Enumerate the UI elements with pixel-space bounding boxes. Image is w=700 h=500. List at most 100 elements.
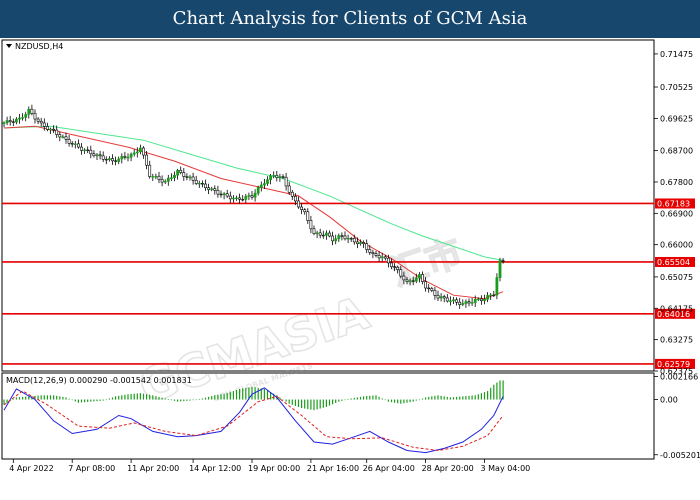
macd-hist-bar: [369, 395, 371, 400]
macd-hist-bar: [161, 397, 163, 400]
macd-hist-bar: [294, 399, 296, 406]
candle: [461, 299, 465, 307]
macd-tick-label: 0.002166: [660, 373, 698, 382]
candle: [80, 143, 83, 155]
macd-hist-bar: [282, 399, 284, 401]
macd-hist-bar: [384, 399, 386, 401]
macd-hist-bar: [490, 387, 492, 400]
macd-hist-bar: [59, 396, 61, 400]
candle: [359, 239, 362, 246]
price-tick-label: 0.69625: [660, 114, 693, 123]
candle: [36, 117, 40, 125]
candle: [278, 173, 282, 182]
candle: [2, 121, 6, 128]
macd-hist-bar: [254, 387, 256, 400]
candle: [15, 117, 18, 125]
macd-hist-bar: [263, 388, 265, 400]
macd-hist-bar: [415, 399, 417, 401]
macd-hist-bar: [18, 397, 21, 400]
macd-hist-bar: [431, 396, 433, 400]
macd-hist-bar: [239, 388, 241, 400]
macd-hist-bar: [459, 396, 461, 400]
candle: [135, 147, 139, 158]
macd-hist-bar: [28, 396, 30, 400]
time-tick-label: 11 Apr 20:00: [127, 464, 179, 473]
time-tick-label: 28 Apr 20:00: [422, 464, 474, 473]
candle: [42, 118, 46, 131]
macd-hist-bar: [313, 399, 315, 411]
candle: [458, 297, 462, 309]
candle: [470, 298, 474, 307]
macd-hist-bar: [322, 399, 324, 408]
candle: [213, 185, 217, 195]
macd-hist-bar: [43, 395, 45, 400]
candle: [11, 118, 15, 127]
macd-hist-bar: [214, 395, 216, 400]
macd-hist-bar: [12, 399, 14, 400]
macd-hist-bar: [90, 399, 92, 402]
candle: [129, 152, 133, 162]
macd-hist-bar: [483, 392, 486, 400]
candle: [495, 273, 499, 300]
candle: [219, 190, 223, 198]
candle: [433, 286, 437, 300]
macd-hist-bar: [375, 395, 377, 400]
candle: [405, 276, 409, 285]
macd-hist-bar: [118, 395, 120, 400]
candle: [402, 271, 406, 285]
candle: [479, 295, 483, 305]
candle: [337, 233, 341, 242]
candle: [365, 239, 369, 254]
macd-hist-bar: [142, 393, 145, 400]
candle: [455, 297, 459, 306]
macd-hist-bar: [248, 387, 250, 400]
candle: [145, 150, 149, 170]
macd-hist-bar: [155, 396, 157, 400]
candle: [297, 196, 300, 209]
candle: [377, 250, 381, 262]
candle: [191, 172, 195, 185]
candle: [355, 237, 359, 249]
candle: [139, 144, 142, 155]
symbol-label: NZDUSD,H4: [15, 42, 63, 51]
candle: [374, 250, 378, 258]
macd-hist-bar: [223, 393, 225, 400]
candle: [101, 151, 105, 163]
candle: [352, 234, 356, 245]
macd-hist-bar: [400, 399, 402, 404]
candle: [204, 179, 207, 191]
macd-indicator: [3, 380, 504, 454]
macd-hist-bar: [226, 393, 228, 400]
candle: [383, 254, 387, 261]
macd-hist-bar: [471, 395, 473, 400]
candle: [430, 286, 434, 293]
candle: [225, 189, 229, 198]
candle: [123, 151, 127, 160]
macd-hist-bar: [449, 397, 451, 400]
candle: [362, 240, 366, 248]
macd-hist-bar: [350, 398, 352, 400]
macd-hist-bar: [440, 395, 442, 400]
candle: [117, 156, 121, 165]
macd-hist-bar: [403, 399, 405, 404]
candle: [349, 236, 353, 242]
macd-hist-bar: [425, 397, 427, 400]
macd-hist-bar: [446, 396, 448, 400]
price-tick-label: 0.67800: [660, 178, 693, 187]
macd-hist-bar: [46, 395, 48, 400]
candle: [8, 115, 12, 126]
candle: [222, 192, 226, 200]
candle: [77, 139, 80, 149]
candle: [39, 117, 43, 127]
macd-tick-label: -0.005201: [660, 451, 700, 460]
macd-hist-bar: [189, 399, 191, 401]
candle: [266, 176, 269, 186]
candle: [104, 156, 108, 165]
symbol-dropdown-icon[interactable]: [6, 44, 12, 48]
candle: [126, 153, 130, 162]
macd-hist-bar: [217, 394, 219, 400]
candle: [321, 230, 325, 239]
candle: [501, 257, 505, 264]
macd-hist-bar: [387, 399, 389, 402]
candle: [194, 175, 198, 185]
